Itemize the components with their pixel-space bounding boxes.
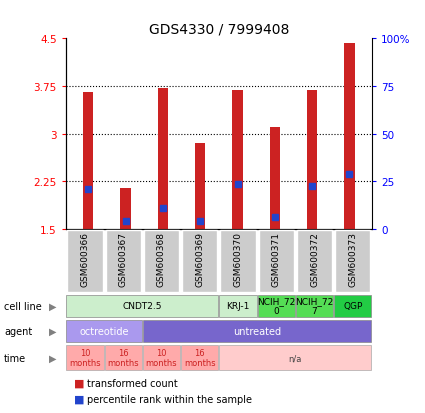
Bar <box>158 89 168 229</box>
Text: GSM600371: GSM600371 <box>272 232 281 287</box>
Text: GSM600367: GSM600367 <box>119 232 128 287</box>
Text: GSM600368: GSM600368 <box>157 232 166 287</box>
Text: GSM600366: GSM600366 <box>80 232 90 287</box>
Bar <box>221 230 255 292</box>
Text: ▶: ▶ <box>49 301 57 311</box>
Text: 10
months: 10 months <box>146 348 177 367</box>
Text: untreated: untreated <box>233 326 281 336</box>
Text: 10
months: 10 months <box>69 348 101 367</box>
Bar <box>296 295 333 317</box>
Bar <box>66 295 218 317</box>
Bar <box>219 295 257 317</box>
Text: CNDT2.5: CNDT2.5 <box>123 301 162 311</box>
Text: ▶: ▶ <box>49 353 57 363</box>
Text: cell line: cell line <box>4 301 42 311</box>
Bar <box>232 91 243 229</box>
Text: GSM600372: GSM600372 <box>310 232 319 287</box>
Bar <box>143 345 180 370</box>
Bar <box>259 230 294 292</box>
Bar <box>182 230 217 292</box>
Bar <box>258 295 295 317</box>
Bar <box>307 91 317 229</box>
Bar <box>120 188 131 229</box>
Text: GSM600373: GSM600373 <box>348 232 357 287</box>
Bar <box>219 345 371 370</box>
Text: GSM600370: GSM600370 <box>233 232 243 287</box>
Text: agent: agent <box>4 326 32 336</box>
Bar <box>83 93 94 229</box>
Bar <box>297 230 332 292</box>
Text: QGP: QGP <box>343 301 363 311</box>
Bar <box>344 44 355 229</box>
Text: ▶: ▶ <box>49 326 57 336</box>
Text: 16
months: 16 months <box>108 348 139 367</box>
Bar <box>195 144 205 229</box>
Bar <box>66 345 104 370</box>
Text: GSM600369: GSM600369 <box>195 232 204 287</box>
Text: time: time <box>4 353 26 363</box>
Text: NCIH_72
7: NCIH_72 7 <box>295 297 334 316</box>
Bar <box>335 230 370 292</box>
Bar <box>143 320 371 342</box>
Bar <box>334 295 371 317</box>
Bar <box>106 230 141 292</box>
Bar <box>269 128 280 229</box>
Text: transformed count: transformed count <box>87 378 178 388</box>
Text: ■: ■ <box>74 378 85 388</box>
Bar <box>105 345 142 370</box>
Text: KRJ-1: KRJ-1 <box>226 301 249 311</box>
Text: percentile rank within the sample: percentile rank within the sample <box>87 394 252 404</box>
Text: 16
months: 16 months <box>184 348 215 367</box>
Text: n/a: n/a <box>289 353 302 362</box>
Bar <box>68 230 102 292</box>
Text: NCIH_72
0: NCIH_72 0 <box>257 297 295 316</box>
Bar <box>181 345 218 370</box>
Title: GDS4330 / 7999408: GDS4330 / 7999408 <box>149 23 289 37</box>
Bar <box>144 230 179 292</box>
Text: ■: ■ <box>74 394 85 404</box>
Text: octreotide: octreotide <box>79 326 129 336</box>
Bar <box>66 320 142 342</box>
